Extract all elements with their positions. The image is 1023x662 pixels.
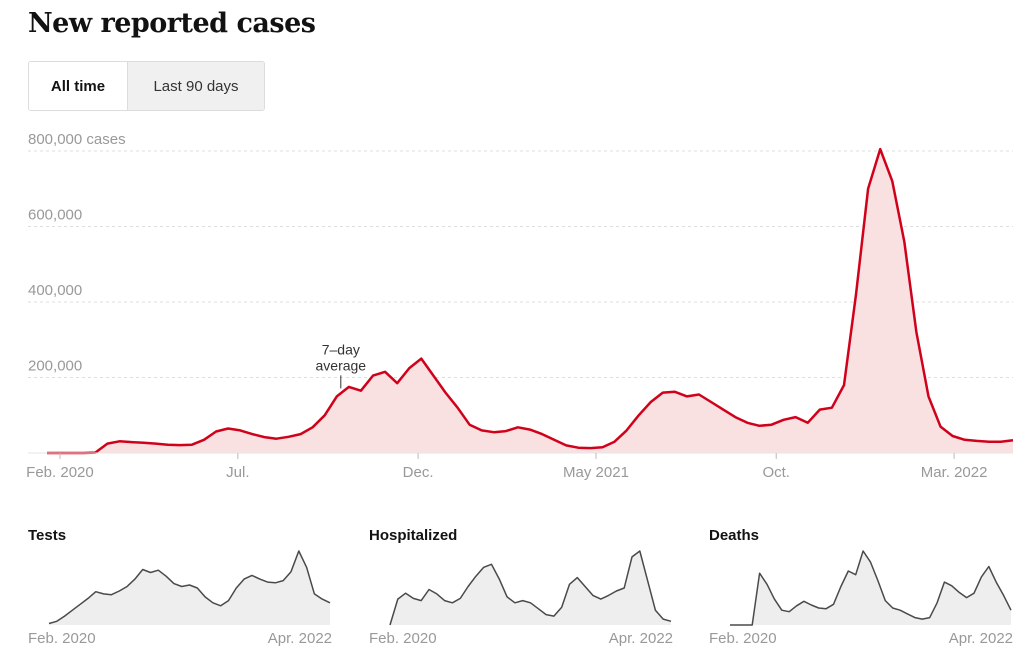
y-tick-label: 600,000 [28, 207, 82, 224]
last-90-days-button[interactable]: Last 90 days [128, 62, 264, 110]
annotation-line-1: 7–day [322, 341, 360, 357]
cases-line [47, 147, 1014, 455]
x-tick-label: Apr. 2022 [949, 630, 1013, 647]
x-tick-label: Apr. 2022 [268, 630, 332, 647]
x-tick-label: Apr. 2022 [609, 630, 673, 647]
hospitalized-line [389, 550, 672, 626]
tests-chart: Feb. 2020 Apr. 2022 [28, 550, 332, 647]
tests-title: Tests [28, 527, 67, 544]
x-tick-label: Dec. [403, 464, 434, 480]
x-axis-ticks: Feb. 2020 Jul. Dec. May 2021 Oct. Mar. 2022 [26, 453, 987, 480]
gridlines [28, 150, 1013, 378]
hospitalized-title: Hospitalized [369, 527, 458, 544]
hospitalized-panel: Hospitalized Feb. 2020 Apr. 2022 [369, 527, 679, 662]
deaths-line [730, 550, 1012, 626]
y-tick-label: 800,000 cases [28, 131, 126, 148]
y-tick-label: 400,000 [28, 282, 82, 299]
time-range-toggle: All time Last 90 days [28, 61, 265, 111]
x-tick-label: Feb. 2020 [28, 630, 96, 647]
hospitalized-chart: Feb. 2020 Apr. 2022 [369, 550, 673, 647]
x-tick-label: Mar. 2022 [921, 464, 988, 480]
page-title: New reported cases [28, 8, 316, 39]
deaths-panel: Deaths Feb. 2020 Apr. 2022 [709, 527, 1019, 662]
tests-line [48, 550, 331, 625]
hospitalized-area [390, 551, 671, 625]
y-tick-label: 200,000 [28, 358, 82, 375]
x-tick-label: Feb. 2020 [26, 464, 94, 480]
tests-area [49, 551, 330, 625]
y-axis-labels: 800,000 cases 600,000 400,000 200,000 [28, 131, 126, 375]
x-tick-label: Jul. [226, 464, 249, 480]
x-tick-label: Oct. [762, 464, 790, 480]
cases-chart: 800,000 cases 600,000 400,000 200,000 Feb. … [26, 131, 1014, 480]
x-tick-label: Feb. 2020 [369, 630, 437, 647]
annotation-line-2: average [316, 357, 367, 373]
deaths-title: Deaths [709, 527, 760, 544]
deaths-area [730, 551, 1011, 625]
seven-day-average-annotation: 7–day average [316, 341, 367, 389]
x-tick-label: May 2021 [563, 464, 629, 480]
deaths-chart: Feb. 2020 Apr. 2022 [709, 550, 1013, 647]
tests-panel: Tests Feb. 2020 Apr. 2022 [28, 527, 338, 662]
cases-area [47, 149, 1013, 453]
x-tick-label: Feb. 2020 [709, 630, 777, 647]
all-time-button[interactable]: All time [29, 62, 128, 110]
